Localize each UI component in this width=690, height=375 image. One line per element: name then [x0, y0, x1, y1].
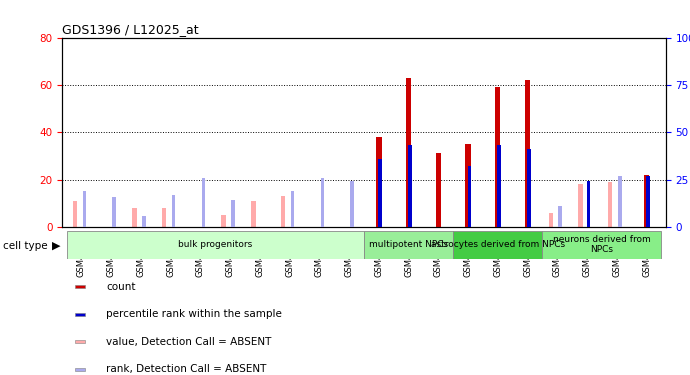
Bar — [231, 200, 235, 227]
Text: GDS1396 / L12025_at: GDS1396 / L12025_at — [62, 23, 199, 36]
Bar — [465, 144, 471, 227]
Text: percentile rank within the sample: percentile rank within the sample — [106, 309, 282, 319]
Bar — [558, 206, 562, 227]
Bar — [497, 146, 501, 227]
Bar — [251, 201, 255, 227]
Bar — [618, 176, 622, 227]
Text: multipotent NPCs: multipotent NPCs — [369, 240, 448, 249]
Bar — [364, 231, 453, 259]
Bar — [542, 231, 662, 259]
Bar — [351, 182, 354, 227]
Bar — [142, 216, 146, 227]
Bar — [468, 166, 471, 227]
Bar — [378, 159, 382, 227]
Bar — [172, 195, 175, 227]
Text: astrocytes derived from NPCs: astrocytes derived from NPCs — [431, 240, 565, 249]
Bar — [83, 191, 86, 227]
Bar — [290, 191, 295, 227]
Text: rank, Detection Call = ABSENT: rank, Detection Call = ABSENT — [106, 364, 266, 375]
Bar — [72, 201, 77, 227]
Bar — [646, 176, 650, 227]
Bar — [281, 196, 285, 227]
Bar — [201, 178, 205, 227]
Bar — [132, 208, 137, 227]
Bar — [608, 182, 613, 227]
Text: count: count — [106, 282, 135, 291]
Bar — [221, 215, 226, 227]
Bar — [66, 231, 364, 259]
Text: ▶: ▶ — [52, 241, 60, 250]
Text: bulk progenitors: bulk progenitors — [178, 240, 253, 249]
Bar — [75, 340, 85, 344]
Bar — [408, 146, 412, 227]
Bar — [75, 285, 85, 288]
Text: neurons derived from
NPCs: neurons derived from NPCs — [553, 235, 651, 254]
Bar — [112, 196, 116, 227]
Bar — [644, 175, 649, 227]
Bar — [435, 153, 441, 227]
Bar — [578, 184, 583, 227]
Bar — [406, 78, 411, 227]
Text: value, Detection Call = ABSENT: value, Detection Call = ABSENT — [106, 337, 271, 347]
Bar — [75, 368, 85, 371]
Bar — [376, 137, 382, 227]
Bar — [453, 231, 542, 259]
Bar — [525, 80, 530, 227]
Bar — [495, 87, 500, 227]
Bar — [549, 213, 553, 227]
Text: cell type: cell type — [3, 241, 48, 250]
Bar — [586, 182, 591, 227]
Bar — [321, 178, 324, 227]
Bar — [75, 313, 85, 316]
Bar — [527, 149, 531, 227]
Bar — [162, 208, 166, 227]
